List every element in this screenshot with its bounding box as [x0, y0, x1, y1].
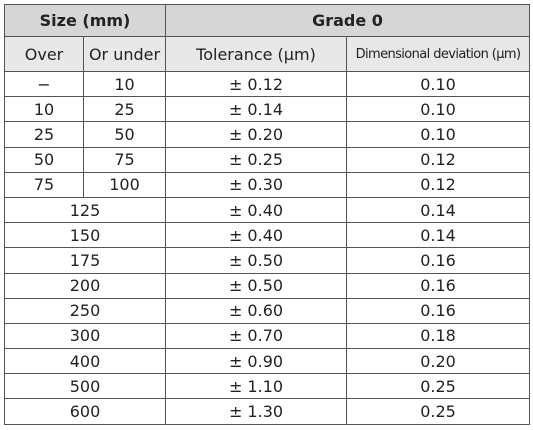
table-cell: 0.10: [345, 96, 531, 123]
table-cell: 150: [4, 222, 166, 249]
table-cell: 0.25: [345, 373, 531, 400]
table-cell: 10: [4, 96, 84, 123]
table-cell: 50: [83, 121, 166, 148]
table-cell: ± 0.50: [165, 247, 347, 274]
table-cell: 0.16: [345, 272, 531, 299]
table-row: 200 ± 0.50 0.16: [4, 272, 531, 299]
table-cell: ± 0.14: [165, 96, 347, 123]
table-cell: 0.14: [345, 196, 531, 224]
table-cell: 25: [83, 96, 166, 123]
table-row: 400 ± 0.90 0.20: [4, 348, 531, 375]
table-row: −10 ± 0.12 0.10: [4, 70, 531, 98]
header-cell: Size (mm): [4, 4, 166, 37]
table-cell: ± 0.40: [165, 196, 347, 224]
table-row: 125 ± 0.40 0.14: [4, 196, 531, 224]
table-cell: 100: [83, 171, 166, 198]
table-cell: ± 0.12: [165, 70, 347, 98]
table-row: 50 75 ± 0.25 0.12: [4, 146, 531, 173]
table-row: 500 ± 1.10 0.25: [4, 373, 531, 400]
table-cell: ± 0.70: [165, 322, 347, 350]
table-cell: ± 0.50: [165, 272, 347, 299]
table-row: 250 ± 0.60 0.16: [4, 297, 531, 324]
table-cell: ± 0.90: [165, 348, 347, 375]
table-cell: 50: [4, 146, 84, 173]
table-cell: ± 0.60: [165, 297, 347, 324]
table-cell: ± 0.25: [165, 146, 347, 173]
table-cell: ± 0.30: [165, 171, 347, 198]
table-cell: 0.12: [345, 171, 531, 198]
table-cell: ± 0.40: [165, 222, 347, 249]
header-row: Over Or under Tolerance (μm) Dimensional…: [4, 36, 531, 72]
table-cell: 0.18: [345, 322, 531, 350]
table-body: −10 ± 0.12 0.10 10 25 ± 0.14 0.10 25 50 ± 0.20 0.1…: [4, 70, 531, 425]
table-cell: 0.20: [345, 348, 531, 375]
tolerance-table: Size (mm) Grade 0 Over Or under Toleranc…: [4, 4, 531, 425]
header-cell: Or under: [83, 36, 166, 72]
table-row: 600 ± 1.30 0.25: [4, 398, 531, 425]
table-cell: ± 1.10: [165, 373, 347, 400]
table-cell: 75: [4, 171, 84, 198]
table-cell: 0.14: [345, 222, 531, 249]
table-cell: 0.16: [345, 247, 531, 274]
table-row: 25 50 ± 0.20 0.10: [4, 121, 531, 148]
table-cell: 75: [83, 146, 166, 173]
table-row: 75 100 ± 0.30 0.12: [4, 171, 531, 198]
table-cell: 125: [4, 196, 166, 224]
table-cell: 200: [4, 272, 166, 299]
table-cell: 25: [4, 121, 84, 148]
header-cell: Dimensional deviation (μm): [345, 36, 531, 72]
table-cell: −: [4, 70, 84, 98]
header-cell: Tolerance (μm): [165, 36, 347, 72]
table-cell: 0.25: [345, 398, 531, 425]
table-cell: 0.12: [345, 146, 531, 173]
header-row: Size (mm) Grade 0: [4, 4, 531, 37]
table-cell: 600: [4, 398, 166, 425]
table-cell: 175: [4, 247, 166, 274]
header-cell: Grade 0: [164, 4, 531, 37]
table-row: 300 ± 0.70 0.18: [4, 322, 531, 350]
header-cell: Over: [4, 36, 84, 72]
table-cell: 250: [4, 297, 166, 324]
table-cell: 0.16: [345, 297, 531, 324]
table-row: 175 ± 0.50 0.16: [4, 247, 531, 274]
table-cell: ± 1.30: [165, 398, 347, 425]
table-cell: 300: [4, 322, 166, 350]
table-row: 150 ± 0.40 0.14: [4, 222, 531, 249]
table-cell: 400: [4, 348, 166, 375]
table-cell: ± 0.20: [165, 121, 347, 148]
table-cell: 0.10: [345, 121, 531, 148]
table-cell: 10: [83, 70, 166, 98]
table-cell: 0.10: [345, 70, 531, 98]
table-cell: 500: [4, 373, 166, 400]
table-row: 10 25 ± 0.14 0.10: [4, 96, 531, 123]
